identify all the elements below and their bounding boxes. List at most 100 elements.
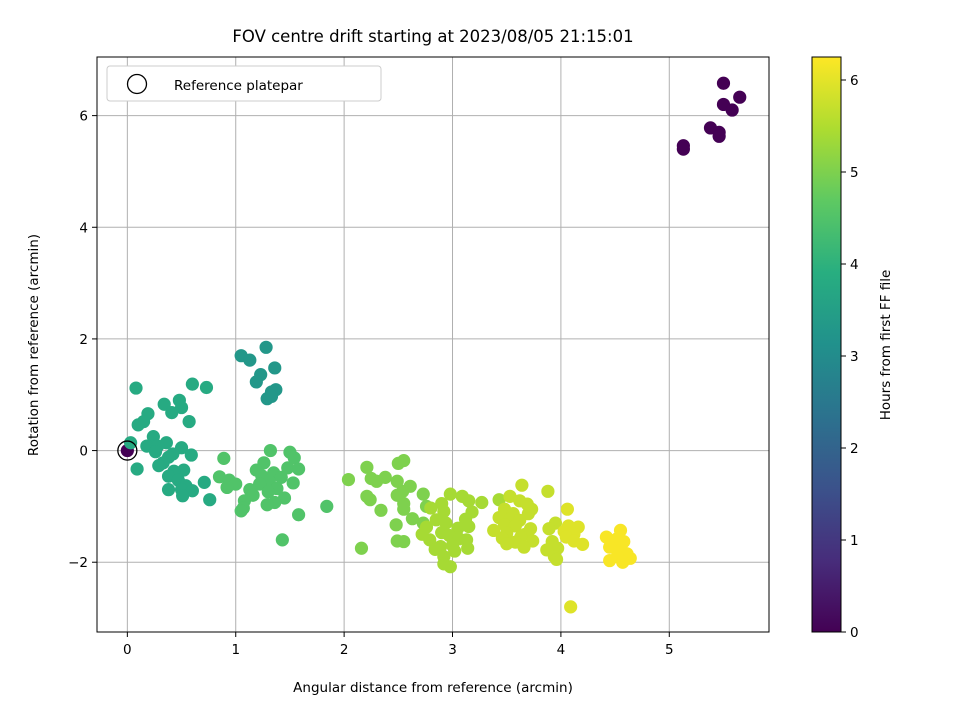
data-point xyxy=(541,484,555,498)
data-point xyxy=(129,381,143,395)
data-point xyxy=(184,448,198,462)
y-ticks: −2 0 2 4 6 xyxy=(68,109,97,571)
data-point xyxy=(405,512,420,526)
data-point xyxy=(397,534,411,549)
data-point xyxy=(437,504,451,519)
x-tick-label: 5 xyxy=(665,642,674,658)
data-point xyxy=(443,560,457,574)
data-point xyxy=(261,485,275,499)
data-point xyxy=(354,541,369,555)
x-axis-label: Angular distance from reference (arcmin) xyxy=(293,680,573,696)
data-point xyxy=(197,475,211,489)
data-point xyxy=(287,451,301,465)
data-point xyxy=(165,406,179,420)
data-point xyxy=(397,502,411,516)
data-point xyxy=(274,470,288,484)
colorbar-tick-label: 6 xyxy=(850,73,859,89)
y-tick-label: −2 xyxy=(68,555,88,571)
y-tick-label: 6 xyxy=(79,109,88,125)
legend-box xyxy=(106,65,382,102)
plot-frame xyxy=(96,56,770,633)
data-point xyxy=(182,414,196,429)
chart-title: FOV centre drift starting at 2023/08/05 … xyxy=(232,27,633,46)
data-point xyxy=(461,541,475,555)
data-point xyxy=(177,463,191,477)
data-point xyxy=(390,474,404,488)
data-point xyxy=(203,493,217,507)
data-point xyxy=(515,478,529,492)
colorbar-ticks: 0 1 2 3 4 5 6 xyxy=(841,73,859,641)
data-point xyxy=(174,400,189,415)
colorbar-tick-label: 2 xyxy=(850,441,859,457)
y-tick-label: 4 xyxy=(79,220,88,236)
data-point xyxy=(292,462,306,476)
data-point xyxy=(199,380,214,395)
data-point xyxy=(360,489,374,503)
x-tick-label: 3 xyxy=(448,642,457,658)
data-point xyxy=(281,461,295,475)
data-point xyxy=(185,377,199,391)
data-point xyxy=(487,523,501,537)
x-ticks: 0 1 2 3 4 5 xyxy=(123,632,674,658)
data-point xyxy=(389,518,403,532)
data-point xyxy=(575,537,590,551)
colorbar-tick-label: 1 xyxy=(850,533,859,549)
data-point xyxy=(152,459,166,473)
data-point xyxy=(603,540,617,554)
data-point xyxy=(725,103,739,117)
data-point xyxy=(360,460,374,474)
data-point xyxy=(391,456,405,471)
scatter-points xyxy=(117,76,747,614)
data-point xyxy=(268,361,282,375)
colorbar-tick-label: 0 xyxy=(850,625,859,641)
data-point xyxy=(286,476,300,490)
grid-lines xyxy=(97,57,769,632)
data-point xyxy=(462,519,476,534)
data-point xyxy=(157,397,171,411)
data-point xyxy=(508,519,522,533)
data-point xyxy=(560,502,575,516)
data-point xyxy=(263,443,278,458)
data-point xyxy=(124,436,138,450)
data-point xyxy=(176,489,190,503)
data-point xyxy=(275,533,289,547)
data-point xyxy=(542,522,556,536)
data-point xyxy=(259,340,273,354)
data-point xyxy=(130,462,144,476)
data-point xyxy=(616,555,630,569)
data-point xyxy=(428,542,442,556)
colorbar-tick-label: 5 xyxy=(850,165,859,181)
data-point xyxy=(443,487,457,501)
colorbar: 0 1 2 3 4 5 6 Hours from first FF file xyxy=(811,56,894,641)
colorbar-gradient xyxy=(811,56,842,633)
data-point xyxy=(320,499,334,513)
colorbar-label: Hours from first FF file xyxy=(878,270,894,421)
data-point xyxy=(148,445,163,459)
y-tick-label: 2 xyxy=(79,332,88,348)
legend-label: Reference platepar xyxy=(174,78,303,94)
data-point xyxy=(252,477,267,491)
x-tick-label: 0 xyxy=(123,642,132,658)
data-point xyxy=(374,503,388,517)
data-point xyxy=(161,483,176,497)
data-point xyxy=(249,375,263,389)
data-point xyxy=(243,353,257,367)
colorbar-tick-label: 4 xyxy=(850,257,859,273)
data-point xyxy=(500,537,514,551)
data-point xyxy=(341,472,356,487)
data-point xyxy=(260,498,274,512)
x-tick-label: 1 xyxy=(231,642,240,658)
y-tick-label: 0 xyxy=(79,444,88,460)
data-point xyxy=(292,508,306,522)
data-point xyxy=(264,389,279,404)
legend: Reference platepar xyxy=(106,65,382,102)
data-point xyxy=(716,76,731,90)
data-point xyxy=(424,501,438,515)
colorbar-tick-label: 3 xyxy=(850,349,859,365)
data-point xyxy=(131,418,145,432)
data-point xyxy=(603,553,617,568)
data-point xyxy=(475,495,489,510)
data-point xyxy=(712,129,726,143)
x-tick-label: 4 xyxy=(557,642,566,658)
